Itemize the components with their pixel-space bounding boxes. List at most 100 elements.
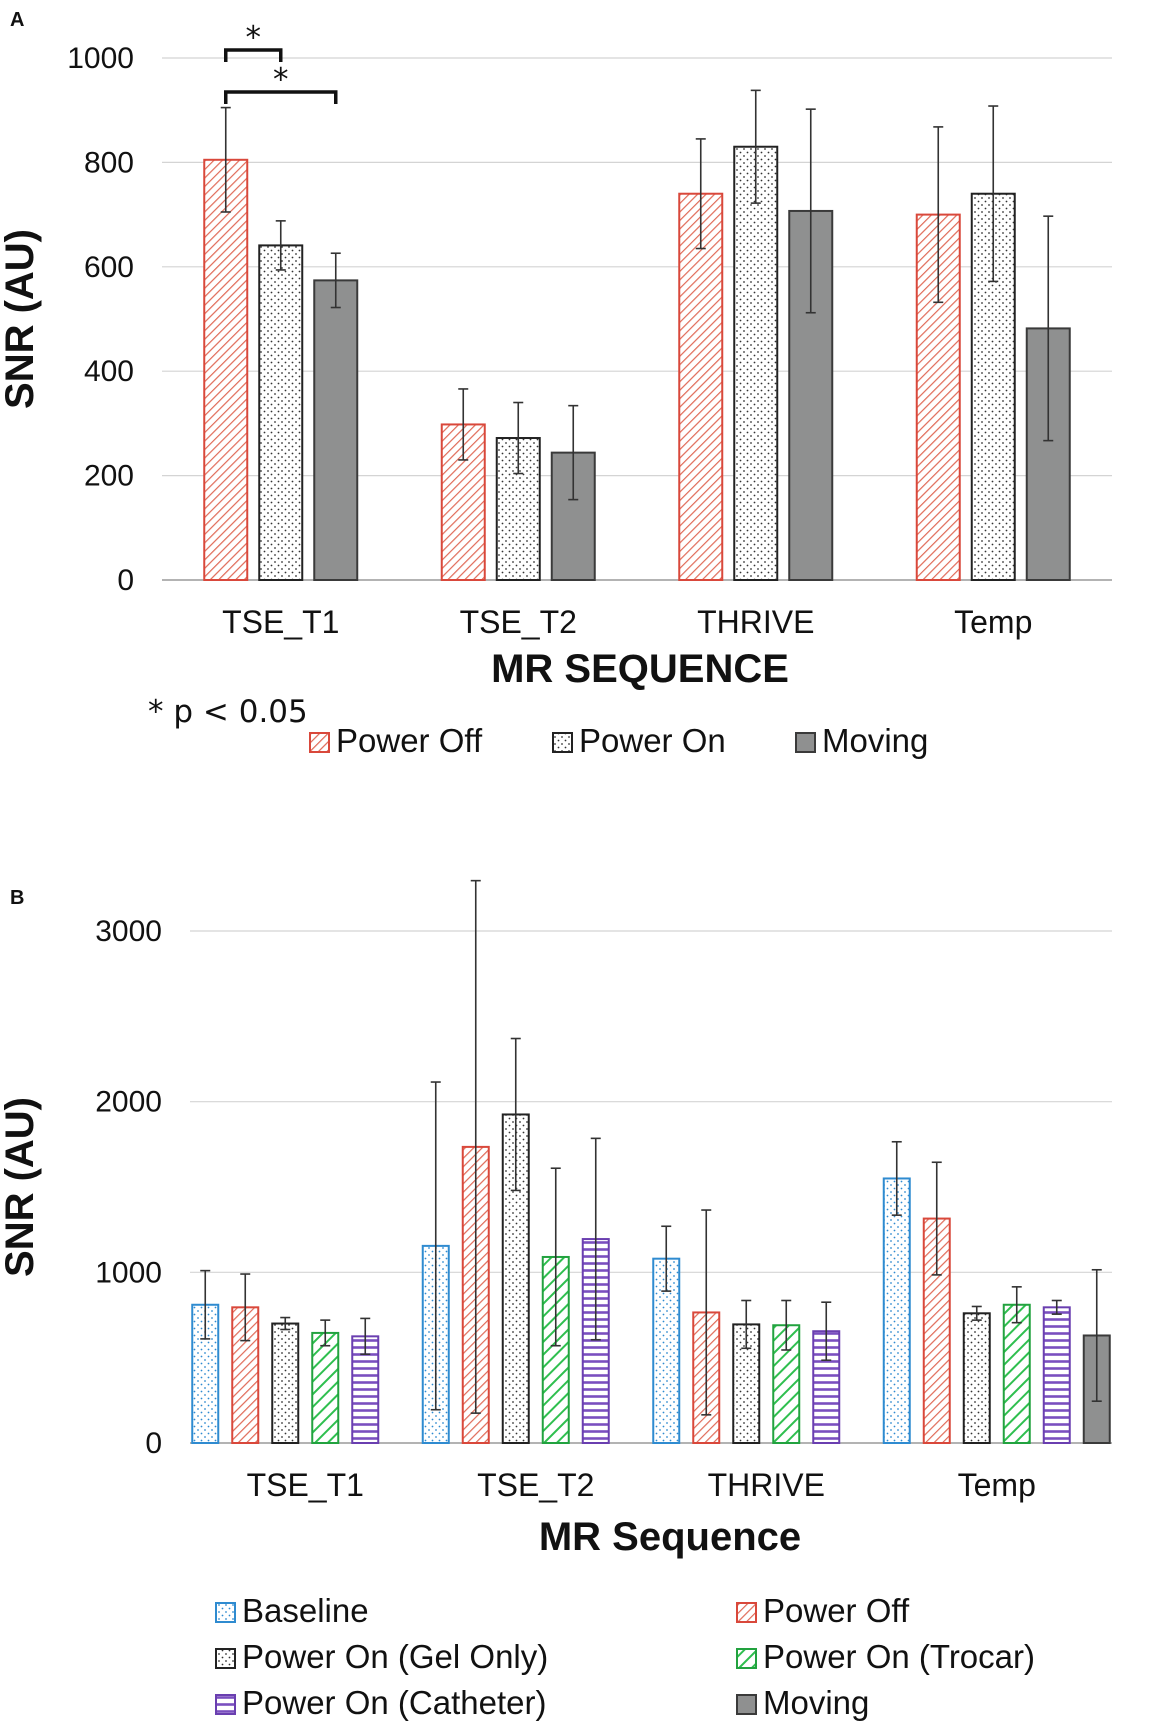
legend-swatch [736, 1602, 757, 1623]
x-axis-title: MR Sequence [539, 1515, 801, 1559]
legend-item-moving: Moving [736, 1684, 869, 1721]
legend-swatch [552, 732, 573, 753]
bar-power-on-catheter-temp [1042, 1306, 1071, 1444]
legend-swatch [215, 1648, 236, 1669]
error-bar-moving-tse-t2 [568, 404, 579, 501]
error-bar-power-on-catheter-tse-t1 [360, 1317, 371, 1356]
error-bar-power-off-tse-t1 [220, 106, 231, 213]
bar-power-on-trocar-tse-t1 [311, 1331, 340, 1445]
error-bar-power-on-trocar-thrive [781, 1299, 792, 1351]
legend-label: Power On [579, 722, 726, 759]
bar-power-on-gel-only-temp [962, 1312, 991, 1444]
legend-label: Power Off [763, 1592, 910, 1629]
error-bar-power-on-thrive [750, 89, 761, 204]
error-bar-baseline-thrive [661, 1225, 672, 1292]
error-bar-power-off-tse-t2 [470, 879, 481, 1414]
error-bar-power-on-gel-only-tse-t2 [510, 1037, 521, 1192]
significance-bracket: * [224, 62, 338, 104]
legend-swatch [309, 732, 330, 753]
legend-item-power-on-catheter: Power On (Catheter) [215, 1684, 546, 1721]
error-bar-power-on-tse-t1 [275, 220, 286, 271]
significance-bracket-line [224, 48, 283, 62]
y-tick-label: 400 [84, 355, 134, 388]
legend-label: Moving [763, 1684, 869, 1721]
error-bar-power-off-temp [933, 126, 944, 304]
y-tick-label: 0 [117, 564, 134, 597]
error-bar-power-on-temp [988, 105, 999, 283]
x-tick-label-tse-t2: TSE_T2 [460, 604, 577, 640]
x-tick-label-tse-t1: TSE_T1 [247, 1467, 364, 1503]
legend-label: Power Off [336, 722, 483, 759]
error-bar-moving-temp [1043, 215, 1054, 442]
legend-label: Power On (Catheter) [242, 1684, 546, 1721]
legend-item-power-on-trocar: Power On (Trocar) [736, 1638, 1035, 1675]
error-bar-power-off-tse-t2 [458, 388, 469, 461]
y-tick-label: 2000 [95, 1086, 162, 1119]
x-tick-label-thrive: THRIVE [708, 1467, 825, 1503]
error-bar-power-on-catheter-temp [1051, 1299, 1062, 1315]
error-bar-power-on-catheter-thrive [821, 1301, 832, 1362]
bar-power-off-tse-t1 [203, 158, 249, 581]
x-tick-label-thrive: THRIVE [697, 604, 814, 640]
error-bar-power-on-tse-t2 [513, 401, 524, 475]
error-bar-power-off-temp [931, 1161, 942, 1276]
legend-item-baseline: Baseline [215, 1592, 369, 1629]
bar-power-on-tse-t1 [258, 244, 304, 581]
bar-baseline-temp [882, 1177, 911, 1444]
legend-item-power-on-gel-only: Power On (Gel Only) [215, 1638, 548, 1675]
error-bar-power-off-thrive [701, 1209, 712, 1416]
x-axis-title: MR SEQUENCE [491, 647, 789, 691]
legend-label: Power On (Gel Only) [242, 1638, 548, 1675]
legend-label: Power On (Trocar) [763, 1638, 1035, 1675]
significance-note: * p < 0.05 [148, 694, 308, 730]
y-tick-label: 800 [84, 146, 134, 179]
panel-a-chart: A 0 200 400 600 800 1000 TSE_T1 TSE_T2 THRIVE Temp… [0, 9, 1112, 759]
significance-star: * [273, 62, 289, 98]
legend-swatch [736, 1694, 757, 1715]
error-bar-baseline-tse-t2 [430, 1081, 441, 1411]
y-tick-label: 1000 [95, 1256, 162, 1289]
y-axis-title: SNR (AU) [0, 229, 42, 409]
significance-star: * [246, 20, 262, 56]
significance-bracket-line [224, 90, 338, 104]
error-bar-power-off-tse-t1 [240, 1273, 251, 1342]
legend-label: Moving [822, 722, 928, 759]
error-bar-power-on-trocar-tse-t1 [320, 1319, 331, 1347]
legend-swatch [215, 1694, 236, 1715]
y-tick-label: 1000 [67, 42, 134, 75]
bar-power-on-thrive [733, 145, 779, 582]
legend-a: Power Off Power On Moving [309, 722, 928, 759]
bar-power-on-trocar-thrive [772, 1324, 801, 1444]
x-tick-label-tse-t1: TSE_T1 [222, 604, 339, 640]
legend-item-power-off: Power Off [309, 722, 483, 759]
bar-moving-tse-t1 [313, 279, 359, 581]
y-tick-label: 200 [84, 460, 134, 493]
error-bar-moving-tse-t1 [330, 252, 341, 309]
legend-label: Baseline [242, 1592, 369, 1629]
panel-label-b: B [10, 887, 24, 909]
y-tick-label: 600 [84, 251, 134, 284]
error-bar-baseline-tse-t1 [200, 1269, 211, 1340]
error-bar-power-on-trocar-temp [1011, 1286, 1022, 1324]
y-tick-label: 3000 [95, 915, 162, 948]
significance-bracket: * [224, 20, 283, 62]
x-tick-label-tse-t2: TSE_T2 [477, 1467, 594, 1503]
legend-item-power-off: Power Off [736, 1592, 910, 1629]
error-bar-moving-temp [1091, 1268, 1102, 1402]
legend-b: Baseline Power Off Power On (Gel Only) Powe… [215, 1592, 1035, 1721]
error-bar-baseline-temp [891, 1140, 902, 1216]
bar-power-on-trocar-temp [1002, 1303, 1031, 1445]
error-bar-power-on-gel-only-thrive [741, 1299, 752, 1350]
error-bar-moving-thrive [805, 108, 816, 314]
error-bar-power-off-thrive [695, 138, 706, 250]
panel-b-chart: B 0 1000 2000 3000 TSE_T1 TSE_T2 THRIVE Temp MR S… [0, 879, 1112, 1721]
error-bar-power-on-gel-only-tse-t1 [280, 1316, 291, 1331]
bar-power-off-thrive [678, 192, 724, 581]
panel-label-a: A [10, 9, 24, 31]
bar-power-on-gel-only-tse-t1 [271, 1322, 300, 1444]
x-tick-label-temp: Temp [954, 604, 1032, 640]
error-bar-power-on-gel-only-temp [971, 1305, 982, 1321]
y-tick-label: 0 [145, 1427, 162, 1460]
legend-swatch [736, 1648, 757, 1669]
